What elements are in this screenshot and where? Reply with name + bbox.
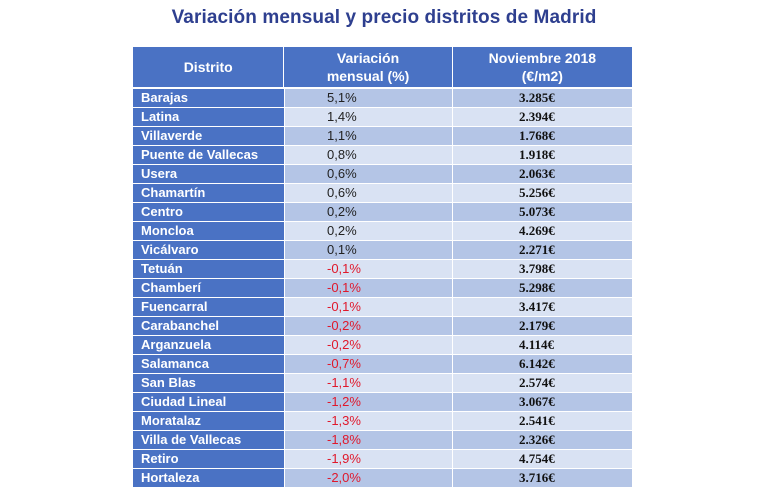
table-row: Chamartín 0,6% 5.256€	[133, 184, 632, 203]
cell-precio: 2.394€	[452, 108, 632, 126]
cell-precio: 5.073€	[452, 203, 632, 221]
cell-precio: 2.326€	[452, 431, 632, 449]
table-row: Arganzuela -0,2% 4.114€	[133, 336, 632, 355]
page-title: Variación mensual y precio distritos de …	[171, 7, 597, 28]
cell-precio: 4.754€	[452, 450, 632, 468]
cell-variacion: 0,2%	[284, 222, 452, 240]
table-body: Barajas 5,1% 3.285€ Latina 1,4% 2.394€ Villave…	[133, 89, 632, 488]
cell-variacion: 0,6%	[284, 184, 452, 202]
header-variacion-line1: Variación	[336, 50, 400, 66]
cell-precio: 2.179€	[452, 317, 632, 335]
cell-variacion: -0,7%	[284, 355, 452, 373]
cell-precio: 3.716€	[452, 469, 632, 487]
cell-distrito: Retiro	[133, 450, 284, 468]
cell-distrito: Tetuán	[133, 260, 284, 278]
table-row: Moncloa 0,2% 4.269€	[133, 222, 632, 241]
table-row: San Blas -1,1% 2.574€	[133, 374, 632, 393]
cell-distrito: Vicálvaro	[133, 241, 284, 259]
cell-variacion: 0,6%	[284, 165, 452, 183]
cell-precio: 2.271€	[452, 241, 632, 259]
cell-variacion: -0,1%	[284, 279, 452, 297]
table-row: Moratalaz -1,3% 2.541€	[133, 412, 632, 431]
cell-distrito: Carabanchel	[133, 317, 284, 335]
cell-distrito: Puente de Vallecas	[133, 146, 284, 164]
cell-variacion: -2,0%	[284, 469, 452, 487]
cell-distrito: Arganzuela	[133, 336, 284, 354]
cell-distrito: Hortaleza	[133, 469, 284, 487]
table-row: Salamanca -0,7% 6.142€	[133, 355, 632, 374]
cell-variacion: -0,1%	[284, 260, 452, 278]
table-row: Latina 1,4% 2.394€	[133, 108, 632, 127]
cell-distrito: Ciudad Lineal	[133, 393, 284, 411]
cell-precio: 4.114€	[452, 336, 632, 354]
cell-distrito: Chamberí	[133, 279, 284, 297]
cell-variacion: 1,1%	[284, 127, 452, 145]
cell-distrito: Moncloa	[133, 222, 284, 240]
cell-variacion: 0,1%	[284, 241, 452, 259]
table-row: Ciudad Lineal -1,2% 3.067€	[133, 393, 632, 412]
cell-precio: 3.285€	[452, 89, 632, 107]
cell-variacion: -0,2%	[284, 336, 452, 354]
table-row: Hortaleza -2,0% 3.716€	[133, 469, 632, 488]
cell-variacion: 0,8%	[284, 146, 452, 164]
table-row: Usera 0,6% 2.063€	[133, 165, 632, 184]
cell-distrito: Salamanca	[133, 355, 284, 373]
cell-precio: 6.142€	[452, 355, 632, 373]
district-table: Distrito Variación mensual (%) Noviembre …	[133, 47, 632, 488]
cell-distrito: Villaverde	[133, 127, 284, 145]
cell-precio: 1.918€	[452, 146, 632, 164]
cell-variacion: -1,1%	[284, 374, 452, 392]
table-row: Centro 0,2% 5.073€	[133, 203, 632, 222]
cell-distrito: Latina	[133, 108, 284, 126]
cell-distrito: Moratalaz	[133, 412, 284, 430]
table-row: Villa de Vallecas -1,8% 2.326€	[133, 431, 632, 450]
cell-distrito: Chamartín	[133, 184, 284, 202]
cell-distrito: Centro	[133, 203, 284, 221]
cell-precio: 2.063€	[452, 165, 632, 183]
cell-variacion: 1,4%	[284, 108, 452, 126]
cell-distrito: Barajas	[133, 89, 284, 107]
cell-precio: 2.574€	[452, 374, 632, 392]
header-precio: Noviembre 2018 (€/m2)	[451, 47, 632, 87]
cell-precio: 5.298€	[452, 279, 632, 297]
table-row: Chamberí -0,1% 5.298€	[133, 279, 632, 298]
cell-distrito: Fuencarral	[133, 298, 284, 316]
table-row: Carabanchel -0,2% 2.179€	[133, 317, 632, 336]
header-precio-line1: Noviembre 2018	[488, 50, 597, 66]
cell-precio: 1.768€	[452, 127, 632, 145]
cell-precio: 2.541€	[452, 412, 632, 430]
cell-variacion: 5,1%	[284, 89, 452, 107]
table-row: Vicálvaro 0,1% 2.271€	[133, 241, 632, 260]
cell-variacion: 0,2%	[284, 203, 452, 221]
cell-distrito: Usera	[133, 165, 284, 183]
table-row: Fuencarral -0,1% 3.417€	[133, 298, 632, 317]
table-row: Barajas 5,1% 3.285€	[133, 89, 632, 108]
table-row: Villaverde 1,1% 1.768€	[133, 127, 632, 146]
header-variacion: Variación mensual (%)	[283, 47, 451, 87]
cell-precio: 4.269€	[452, 222, 632, 240]
cell-precio: 3.067€	[452, 393, 632, 411]
cell-precio: 3.417€	[452, 298, 632, 316]
table-header: Distrito Variación mensual (%) Noviembre …	[133, 47, 632, 89]
table-row: Retiro -1,9% 4.754€	[133, 450, 632, 469]
table-row: Tetuán -0,1% 3.798€	[133, 260, 632, 279]
header-precio-line2: (€/m2)	[521, 68, 563, 84]
cell-variacion: -1,2%	[284, 393, 452, 411]
cell-variacion: -1,8%	[284, 431, 452, 449]
header-variacion-line2: mensual (%)	[326, 68, 410, 84]
cell-precio: 3.798€	[452, 260, 632, 278]
header-distrito: Distrito	[183, 59, 233, 75]
cell-distrito: San Blas	[133, 374, 284, 392]
cell-variacion: -1,9%	[284, 450, 452, 468]
cell-distrito: Villa de Vallecas	[133, 431, 284, 449]
cell-precio: 5.256€	[452, 184, 632, 202]
cell-variacion: -0,1%	[284, 298, 452, 316]
cell-variacion: -0,2%	[284, 317, 452, 335]
cell-variacion: -1,3%	[284, 412, 452, 430]
table-row: Puente de Vallecas 0,8% 1.918€	[133, 146, 632, 165]
